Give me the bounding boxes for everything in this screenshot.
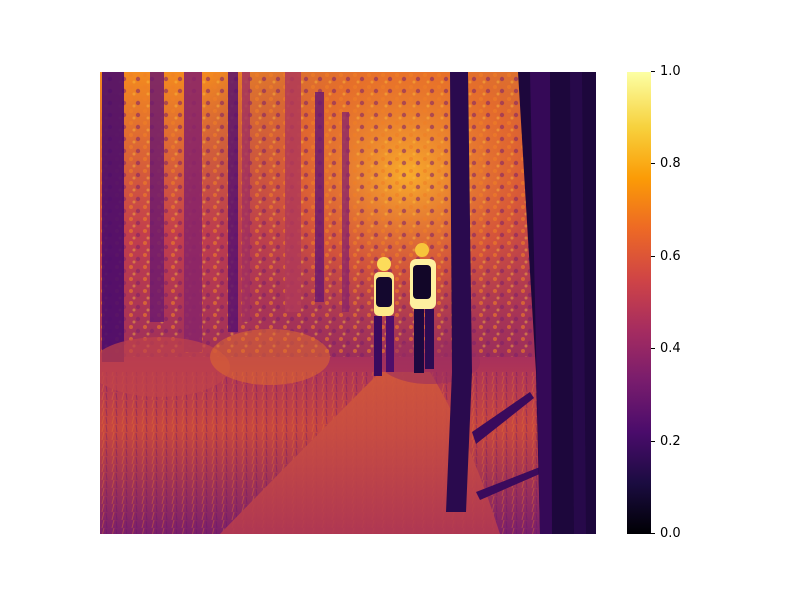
- colorbar-tick-mark: [651, 163, 655, 165]
- colorbar-tick: 0.2: [651, 433, 711, 449]
- colorbar-tick-mark: [651, 348, 655, 350]
- colorbar-tick: 1.0: [651, 64, 711, 79]
- colorbar: [627, 72, 651, 534]
- colorbar-tick-mark: [651, 440, 655, 442]
- colorbar-tick-label: 1.0: [660, 64, 681, 79]
- colorbar-tick-mark: [651, 255, 655, 257]
- colorbar-tick-label: 0.6: [660, 248, 681, 264]
- colorbar-tick-label: 0.4: [660, 341, 681, 357]
- colorbar-tick-label: 0.2: [660, 433, 681, 449]
- colorbar-tick: 0.6: [651, 248, 711, 264]
- colorbar-tick-mark: [651, 533, 655, 534]
- colorbar-tick: 0.8: [651, 156, 711, 172]
- colorbar-axis: 0.0 0.2 0.4 0.6 0.8 1.0: [651, 64, 711, 541]
- colorbar-tick-label: 0.0: [660, 526, 681, 541]
- hiker-left: [374, 257, 394, 376]
- colorbar-gradient: [627, 72, 651, 534]
- colorbar-tick-mark: [651, 71, 655, 72]
- colorbar-tick: 0.0: [651, 526, 711, 541]
- colorbar-tick: 0.4: [651, 341, 711, 357]
- forest-scene: [100, 72, 596, 534]
- colorbar-tick-label: 0.8: [660, 156, 681, 172]
- heatmap-image: [100, 72, 596, 534]
- hiker-right: [410, 243, 436, 373]
